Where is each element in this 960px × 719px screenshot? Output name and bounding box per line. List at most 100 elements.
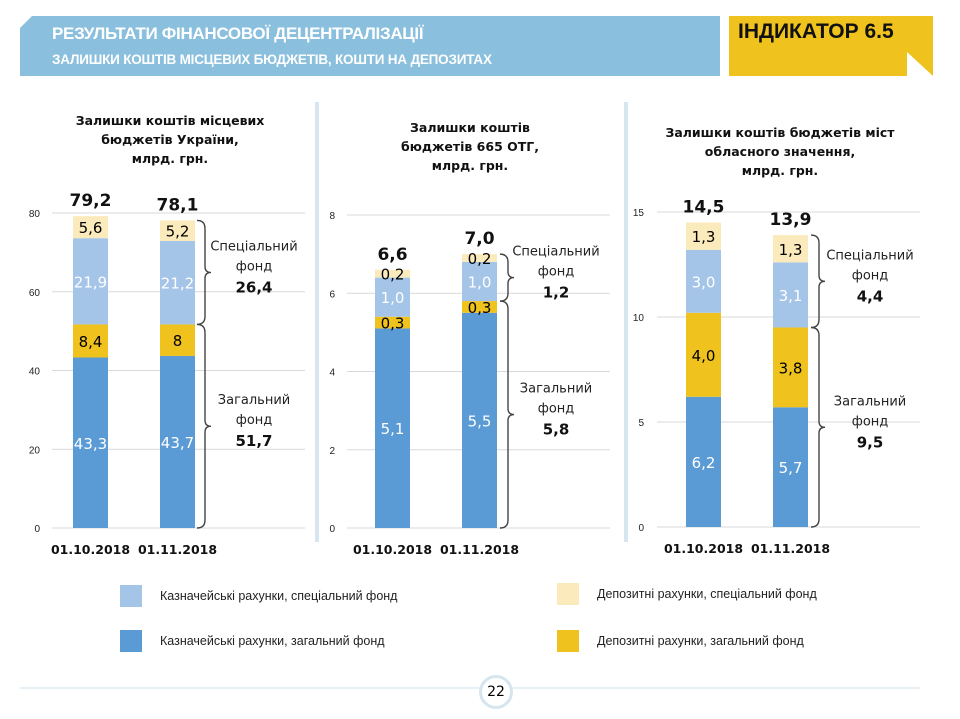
chart-2-y-tick-label: 0 — [329, 524, 335, 535]
chart-2-title-line: млрд. грн. — [431, 158, 509, 173]
chart-3-y-tick-label: 15 — [633, 208, 645, 219]
chart-1-total-label: 79,2 — [70, 191, 112, 211]
chart-2-special-fund-label: Спеціальний — [512, 245, 599, 260]
chart-1-data-label: 8 — [173, 332, 183, 350]
chart-3-data-label: 3,8 — [779, 359, 803, 377]
legend-swatch — [120, 585, 142, 607]
legend-item-deposit-special: Депозитні рахунки, спеціальний фонд — [557, 583, 817, 605]
chart-3-special-fund-brace — [810, 234, 826, 329]
chart-1-bar-segment-treasury-special — [160, 240, 195, 325]
chart-2-data-label: 1,0 — [468, 274, 492, 292]
chart-1-data-label: 43,7 — [161, 434, 194, 452]
chart-2-bar-segment-treasury-general — [375, 328, 410, 528]
chart-2-bar-segment-treasury-general — [462, 312, 497, 528]
chart-3-general-fund-total: 9,5 — [857, 433, 884, 451]
chart-1-bar-segment-deposit-special — [160, 220, 195, 241]
chart-2-title-line: Залишки коштів — [410, 120, 530, 135]
chart-2-general-fund-brace — [499, 300, 515, 529]
legend-item-deposit-general: Депозитні рахунки, загальний фонд — [557, 630, 804, 652]
chart-3-bar-segment-deposit-general — [686, 312, 721, 397]
chart-3-bar-segment-treasury-general — [686, 396, 721, 527]
chart-1-special-fund-label: Спеціальний — [210, 239, 297, 254]
chart-3-title: Залишки коштів бюджетів міст обласного з… — [640, 123, 920, 180]
legend-label: Депозитні рахунки, спеціальний фонд — [597, 587, 817, 601]
page-title: РЕЗУЛЬТАТИ ФІНАНСОВОЇ ДЕЦЕНТРАЛІЗАЦІЇ — [52, 24, 424, 43]
chart-3-bar-segment-deposit-special — [686, 222, 721, 250]
chart-3-general-fund-brace — [810, 326, 826, 528]
chart-1-special-fund-brace — [196, 219, 212, 326]
chart-1-general-fund-brace — [196, 323, 212, 529]
chart-3-bar-segment-treasury-special — [773, 262, 808, 328]
chart-2-data-label: 5,1 — [381, 420, 405, 438]
chart-1-data-label: 5,2 — [166, 223, 190, 241]
chart-1-data-label: 21,9 — [74, 273, 107, 291]
chart-1-x-tick-label: 01.10.2018 — [51, 542, 130, 557]
chart-1-data-label: 43,3 — [74, 435, 107, 453]
chart-1-general-fund-label: фонд — [236, 413, 273, 428]
chart-1-y-tick-label: 0 — [34, 524, 40, 535]
chart-3-data-label: 5,7 — [779, 459, 803, 477]
chart-1-title-line: млрд. грн. — [131, 151, 209, 166]
chart-2-general-fund-total: 5,8 — [543, 421, 570, 439]
chart-3-y-tick-label: 0 — [638, 523, 644, 534]
chart-1-title-line: Залишки коштів місцевих — [75, 113, 265, 128]
banner-fold-corner — [20, 16, 32, 28]
chart-2-bar-segment-treasury-special — [375, 277, 410, 317]
footer-divider — [20, 687, 920, 689]
chart-1-general-fund-total: 51,7 — [235, 432, 272, 450]
chart-1-y-tick-label: 60 — [29, 288, 41, 299]
chart-1-y-tick-label: 80 — [29, 209, 41, 220]
chart-3-y-tick-label: 10 — [633, 313, 645, 324]
chart-3-x-tick-label: 01.10.2018 — [664, 541, 743, 556]
chart-1-total-label: 78,1 — [157, 195, 199, 215]
chart-3-total-label: 14,5 — [683, 198, 725, 218]
chart-1-bar-segment-treasury-special — [73, 238, 108, 325]
indicator-fold-triangle — [907, 52, 933, 76]
legend-swatch — [557, 630, 579, 652]
legend-item-treasury-special: Казначейські рахунки, спеціальний фонд — [120, 585, 397, 607]
chart-2-special-fund-total: 1,2 — [543, 284, 570, 302]
panel-divider-1 — [315, 102, 319, 542]
chart-2-y-tick-label: 8 — [329, 211, 335, 222]
chart-2-data-label: 1,0 — [381, 289, 405, 307]
chart-1-y-tick-label: 20 — [29, 445, 41, 456]
chart-3-total-label: 13,9 — [770, 210, 812, 230]
chart-3-data-label: 3,0 — [692, 273, 716, 291]
chart-2-bar-segment-deposit-special — [375, 269, 410, 278]
header-banner — [20, 16, 720, 76]
panel-divider-2 — [624, 102, 628, 542]
chart-1-y-tick-label: 40 — [29, 367, 41, 378]
chart-3-bar-segment-deposit-general — [773, 327, 808, 408]
chart-3-special-fund-total: 4,4 — [857, 287, 884, 305]
chart-2-data-label: 0,2 — [468, 250, 492, 268]
legend-label: Казначейські рахунки, спеціальний фонд — [160, 589, 398, 603]
chart-3-special-fund-label: Спеціальний — [826, 248, 913, 263]
chart-2-x-tick-label: 01.11.2018 — [440, 542, 519, 557]
chart-1-data-label: 8,4 — [79, 333, 103, 351]
chart-3-data-label: 6,2 — [692, 454, 716, 472]
chart-3-title-line: млрд. грн. — [741, 163, 819, 178]
page-subtitle: ЗАЛИШКИ КОШТІВ МІСЦЕВИХ БЮДЖЕТІВ, КОШТИ … — [52, 52, 492, 67]
chart-3-y-tick-label: 5 — [638, 418, 644, 429]
chart-2-title: Залишки коштів бюджетів 665 ОТГ, млрд. г… — [340, 118, 600, 175]
chart-3-title-line: Залишки коштів бюджетів міст — [665, 125, 895, 140]
chart-3-data-label: 1,3 — [779, 241, 803, 259]
chart-3-special-fund-label: фонд — [852, 268, 889, 283]
chart-1-bar-segment-treasury-general — [73, 357, 108, 528]
chart-2-total-label: 6,6 — [377, 245, 407, 265]
chart-2-y-tick-label: 2 — [329, 446, 335, 457]
legend-item-treasury-general: Казначейські рахунки, загальний фонд — [120, 630, 385, 652]
page-number: 22 — [479, 675, 513, 709]
legend-label: Казначейські рахунки, загальний фонд — [160, 634, 385, 648]
chart-1-bar-segment-deposit-special — [73, 216, 108, 239]
chart-1-data-label: 21,2 — [161, 275, 194, 293]
legend-swatch — [120, 630, 142, 652]
chart-2-general-fund-label: фонд — [538, 402, 575, 417]
chart-1-title: Залишки коштів місцевих бюджетів України… — [40, 111, 300, 168]
chart-2-bar-segment-deposit-general — [462, 301, 497, 313]
chart-2-bar-segment-deposit-special — [462, 254, 497, 262]
chart-2-y-tick-label: 6 — [329, 289, 335, 300]
chart-1-bar-segment-treasury-general — [160, 355, 195, 528]
chart-2-special-fund-label: фонд — [538, 265, 575, 280]
